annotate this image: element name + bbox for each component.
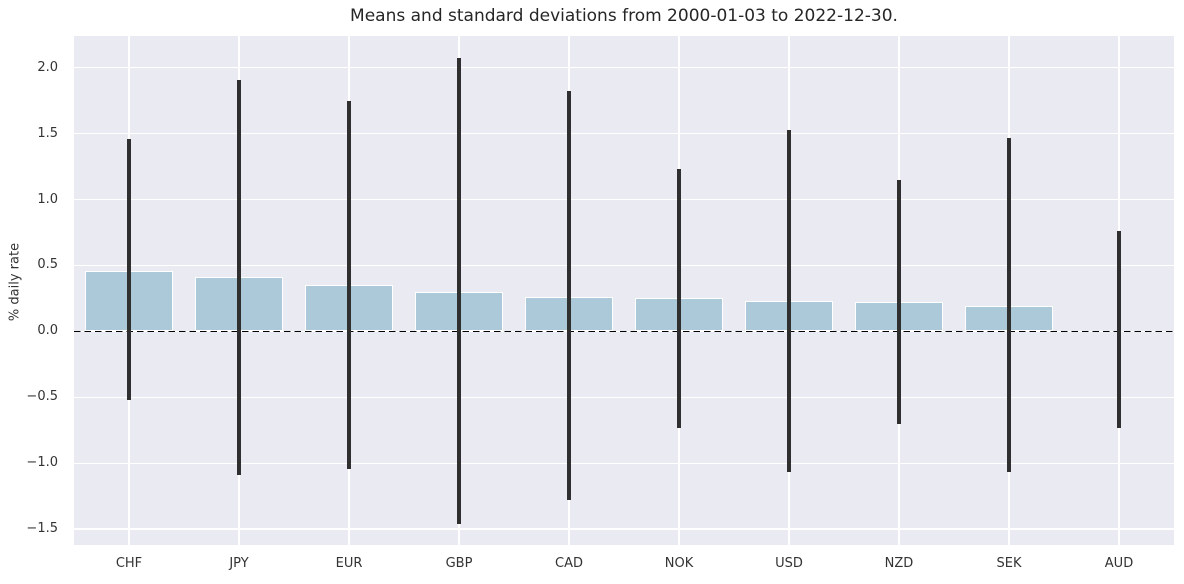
y-axis-label: % daily rate: [7, 242, 23, 322]
x-tick-label-eur: EUR: [335, 556, 363, 571]
gridline-horizontal: [74, 132, 1174, 135]
y-tick-label: 1.0: [37, 191, 58, 207]
zero-dashed-line: [74, 330, 1174, 333]
x-tick-label-cad: CAD: [555, 556, 583, 571]
x-tick-label-gbp: GBP: [445, 556, 473, 571]
error-bar-cad: [567, 91, 571, 501]
y-tick-label: −1.0: [26, 455, 58, 471]
error-bar-chf: [127, 138, 131, 400]
y-tick-label: 2.0: [37, 59, 58, 75]
chart-title: Means and standard deviations from 2000-…: [350, 6, 898, 26]
x-tick-label-usd: USD: [775, 556, 803, 571]
error-bar-aud: [1117, 231, 1121, 428]
y-tick-label: −1.5: [26, 521, 58, 537]
y-tick-label: 0.5: [37, 257, 58, 273]
x-tick-label-nzd: NZD: [884, 556, 914, 571]
gridline-horizontal: [74, 198, 1174, 201]
gridline-horizontal: [74, 462, 1174, 464]
plot-area: [74, 36, 1174, 545]
y-tick-label: 0.0: [37, 323, 58, 339]
gridline-horizontal: [74, 66, 1174, 69]
gridline-horizontal: [74, 528, 1174, 530]
y-tick-label: −0.5: [26, 389, 58, 405]
error-bar-eur: [347, 100, 351, 469]
y-tick-label: 1.5: [37, 125, 58, 141]
x-tick-label-aud: AUD: [1104, 556, 1134, 571]
x-tick-label-nok: NOK: [664, 556, 694, 571]
error-bar-nzd: [897, 179, 901, 424]
error-bar-jpy: [237, 79, 241, 476]
gridline-horizontal: [74, 264, 1174, 267]
error-bar-gbp: [457, 58, 461, 524]
x-tick-label-sek: SEK: [996, 556, 1022, 571]
gridline-horizontal: [74, 396, 1174, 398]
error-bar-usd: [787, 129, 791, 473]
x-tick-label-jpy: JPY: [229, 556, 249, 571]
error-bar-sek: [1007, 137, 1011, 473]
error-bar-nok: [677, 169, 681, 428]
x-tick-label-chf: CHF: [115, 556, 143, 571]
